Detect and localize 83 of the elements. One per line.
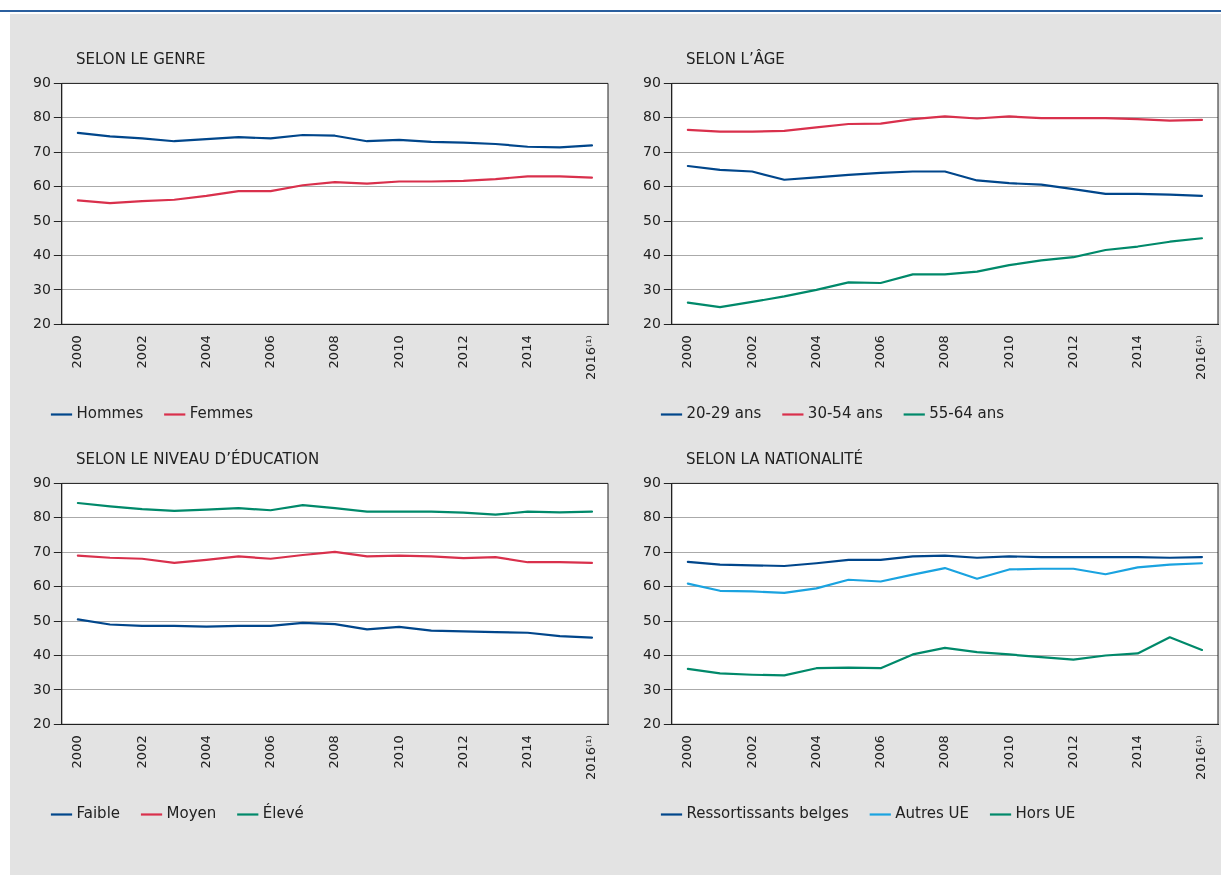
y-tick-label: 30	[642, 680, 661, 697]
legend-label: Ressortissants belges	[686, 804, 849, 823]
x-tick-label: 2016⁽¹⁾	[583, 735, 599, 781]
y-tick-label: 30	[642, 280, 661, 297]
y-tick-label: 60	[32, 177, 51, 194]
y-tick-label: 20	[642, 714, 661, 731]
x-tick-label: 2002	[133, 335, 149, 369]
y-tick-label: 90	[642, 474, 661, 491]
x-tick-label: 2006	[872, 735, 888, 769]
x-tick-label: 2008	[326, 735, 342, 769]
chart-title: SELON LE GENRE	[76, 50, 207, 70]
y-tick-label: 70	[32, 542, 51, 559]
y-tick-label: 30	[32, 680, 51, 697]
x-tick-label: 2004	[197, 335, 213, 369]
x-tick-label: 2004	[807, 735, 823, 769]
x-tick-label: 2014	[1129, 735, 1145, 769]
x-tick-label: 2008	[326, 335, 342, 369]
y-tick-label: 40	[642, 646, 661, 663]
legend-label: Autres UE	[895, 804, 970, 823]
legend-label: Élevé	[262, 803, 304, 823]
y-tick-label: 50	[642, 211, 661, 228]
legend-label: 20-29 ans	[686, 404, 762, 423]
x-tick-label: 2006	[262, 335, 278, 369]
y-tick-label: 40	[32, 246, 51, 263]
x-tick-label: 2010	[390, 335, 406, 369]
y-tick-label: 70	[642, 542, 661, 559]
y-tick-label: 80	[642, 508, 661, 525]
y-tick-label: 90	[32, 74, 51, 91]
legend-label: Faible	[76, 804, 121, 823]
x-tick-label: 2008	[936, 335, 952, 369]
y-tick-label: 80	[642, 108, 661, 125]
y-tick-label: 80	[32, 508, 51, 525]
y-tick-label: 60	[642, 177, 661, 194]
legend-label: 30-54 ans	[807, 404, 883, 423]
y-tick-label: 60	[642, 577, 661, 594]
y-tick-label: 30	[32, 280, 51, 297]
legend-label: Hommes	[76, 404, 144, 423]
x-tick-label: 2006	[262, 735, 278, 769]
y-tick-label: 40	[642, 246, 661, 263]
x-tick-label: 2008	[936, 735, 952, 769]
y-tick-label: 50	[32, 611, 51, 628]
x-tick-label: 2006	[872, 335, 888, 369]
chart-title: SELON LA NATIONALITÉ	[686, 450, 864, 470]
x-tick-label: 2012	[1064, 335, 1080, 369]
legend-label: Hors UE	[1015, 804, 1076, 823]
x-tick-label: 2000	[679, 735, 695, 769]
x-tick-label: 2010	[1000, 735, 1016, 769]
x-tick-label: 2002	[743, 335, 759, 369]
x-tick-label: 2000	[679, 335, 695, 369]
x-tick-label: 2010	[1000, 335, 1016, 369]
y-tick-label: 20	[32, 314, 51, 331]
x-tick-label: 2012	[454, 735, 470, 769]
y-tick-label: 90	[642, 74, 661, 91]
legend-label: Femmes	[189, 404, 254, 423]
x-tick-label: 2004	[807, 335, 823, 369]
x-tick-label: 2016⁽¹⁾	[583, 335, 599, 381]
y-tick-label: 70	[32, 142, 51, 159]
x-tick-label: 2000	[69, 335, 85, 369]
x-tick-label: 2012	[1064, 735, 1080, 769]
y-tick-label: 50	[642, 611, 661, 628]
x-tick-label: 2004	[197, 735, 213, 769]
x-tick-label: 2014	[519, 335, 535, 369]
y-tick-label: 20	[32, 714, 51, 731]
x-tick-label: 2002	[743, 735, 759, 769]
legend-label: Moyen	[166, 804, 217, 823]
x-tick-label: 2010	[390, 735, 406, 769]
x-tick-label: 2016⁽¹⁾	[1193, 335, 1209, 381]
x-tick-label: 2002	[133, 735, 149, 769]
y-tick-label: 40	[32, 646, 51, 663]
x-tick-label: 2000	[69, 735, 85, 769]
y-tick-label: 70	[642, 142, 661, 159]
legend-label: 55-64 ans	[929, 404, 1005, 423]
x-tick-label: 2014	[519, 735, 535, 769]
y-tick-label: 60	[32, 577, 51, 594]
y-tick-label: 80	[32, 108, 51, 125]
y-tick-label: 50	[32, 211, 51, 228]
chart-title: SELON L’ÂGE	[686, 50, 786, 70]
y-tick-label: 20	[642, 314, 661, 331]
x-tick-label: 2014	[1129, 335, 1145, 369]
chart-title: SELON LE NIVEAU D’ÉDUCATION	[76, 450, 321, 470]
x-tick-label: 2012	[454, 335, 470, 369]
y-tick-label: 90	[32, 474, 51, 491]
x-tick-label: 2016⁽¹⁾	[1193, 735, 1209, 781]
